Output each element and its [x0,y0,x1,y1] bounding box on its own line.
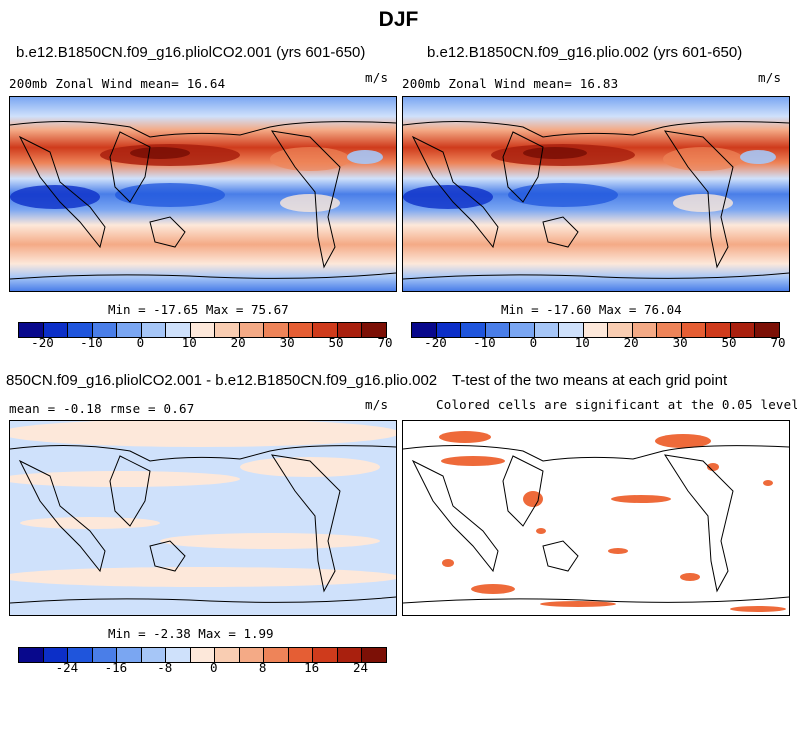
panel3-map-svg [10,421,396,615]
colorbar-swatch [166,648,191,662]
colorbar-swatch [337,323,363,337]
colorbar-tick-label: 50 [328,335,344,350]
colorbar-tick-label: -16 [104,660,128,675]
panel1-variable-label: 200mb Zonal Wind mean= 16.64 [9,76,226,91]
colorbar-tick-label: -20 [424,335,447,350]
colorbar-tick-label: 30 [279,335,295,350]
colorbar-swatch [264,323,289,337]
colorbar-swatch [166,323,191,337]
colorbar-swatch [141,323,167,337]
colorbar-swatch [239,648,265,662]
panel4-title: T-test of the two means at each grid poi… [452,372,728,389]
colorbar-swatch [117,648,142,662]
colorbar-tick-label: 50 [721,335,737,350]
panel1-colorbar [18,322,387,338]
colorbar-tick-label: 10 [574,335,590,350]
panel1-units: m/s [365,70,389,85]
colorbar-tick-label: 70 [377,335,393,350]
colorbar-tick-label: 0 [136,335,145,350]
colorbar-swatch [510,323,535,337]
colorbar-swatch [92,323,118,337]
panel1-colorbar-ticks: -20 -10 0 10 20 30 50 70 [18,335,392,351]
colorbar-swatch [534,323,560,337]
panel1-stats: Min = -17.65 Max = 75.67 [108,302,289,317]
colorbar-swatch [485,323,511,337]
colorbar-swatch [19,648,44,662]
colorbar-swatch [608,323,633,337]
colorbar-swatch [19,323,44,337]
colorbar-tick-label: 24 [353,660,369,675]
colorbar-swatch [657,323,682,337]
colorbar-swatch [141,648,167,662]
colorbar-swatch [215,323,240,337]
colorbar-tick-label: -8 [157,660,173,675]
colorbar-tick-label: 70 [770,335,786,350]
colorbar-swatch [362,323,386,337]
panel1-map [9,96,397,292]
colorbar-swatch [313,323,338,337]
colorbar-tick-label: 20 [230,335,246,350]
colorbar-swatch [313,648,338,662]
colorbar-tick-label: 30 [672,335,688,350]
colorbar-swatch [436,323,462,337]
panel2-units: m/s [758,70,782,85]
significant-cells [439,431,786,612]
colorbar-swatch [681,323,707,337]
colorbar-tick-label: 10 [181,335,197,350]
colorbar-swatch [43,648,69,662]
panel3-units: m/s [365,397,389,412]
colorbar-swatch [337,648,363,662]
colorbar-tick-label: -24 [55,660,79,675]
colorbar-swatch [461,323,486,337]
panel1-title: b.e12.B1850CN.f09_g16.pliolCO2.001 (yrs … [16,44,366,61]
panel3-title: 850CN.f09_g16.pliolCO2.001 - b.e12.B1850… [6,372,438,389]
colorbar-swatch [412,323,437,337]
colorbar-swatch [117,323,142,337]
panel1-map-svg [10,97,396,291]
panel2-variable-label: 200mb Zonal Wind mean= 16.83 [402,76,619,91]
panel4-map-svg [403,421,789,615]
colorbar-tick-label: 0 [529,335,538,350]
colorbar-tick-label: 16 [304,660,320,675]
panel2-title: b.e12.B1850CN.f09_g16.plio.002 (yrs 601-… [427,44,743,61]
panel3-colorbar [18,647,387,663]
colorbar-swatch [632,323,658,337]
figure-title: DJF [378,8,419,31]
colorbar-swatch [68,648,93,662]
colorbar-tick-label: -10 [80,335,103,350]
colorbar-swatch [362,648,386,662]
panel3-stats: Min = -2.38 Max = 1.99 [108,626,274,641]
colorbar-tick-label: -10 [473,335,496,350]
colorbar-swatch [583,323,609,337]
colorbar-tick-label: 20 [623,335,639,350]
colorbar-swatch [92,648,118,662]
colorbar-swatch [190,648,216,662]
colorbar-swatch [68,323,93,337]
colorbar-swatch [559,323,584,337]
panel4-subtitle: Colored cells are significant at the 0.0… [436,397,797,412]
panel3-stats-label: mean = -0.18 rmse = 0.67 [9,401,195,416]
colorbar-swatch [264,648,289,662]
colorbar-swatch [190,323,216,337]
colorbar-tick-label: 0 [209,660,218,675]
panel2-map [402,96,790,292]
colorbar-swatch [239,323,265,337]
colorbar-swatch [730,323,756,337]
panel4-map [402,420,790,616]
panel3-map [9,420,397,616]
panel2-map-svg [403,97,789,291]
colorbar-swatch [288,648,314,662]
panel2-stats: Min = -17.60 Max = 76.04 [501,302,682,317]
panel2-colorbar-ticks: -20 -10 0 10 20 30 50 70 [411,335,785,351]
colorbar-tick-label: -20 [31,335,54,350]
colorbar-swatch [706,323,731,337]
colorbar-swatch [43,323,69,337]
panel2-colorbar [411,322,780,338]
colorbar-swatch [215,648,240,662]
colorbar-swatch [288,323,314,337]
colorbar-swatch [755,323,779,337]
colorbar-tick-label: 8 [258,660,267,675]
panel3-colorbar-ticks: -24 -16 -8 0 8 16 24 [18,660,385,676]
